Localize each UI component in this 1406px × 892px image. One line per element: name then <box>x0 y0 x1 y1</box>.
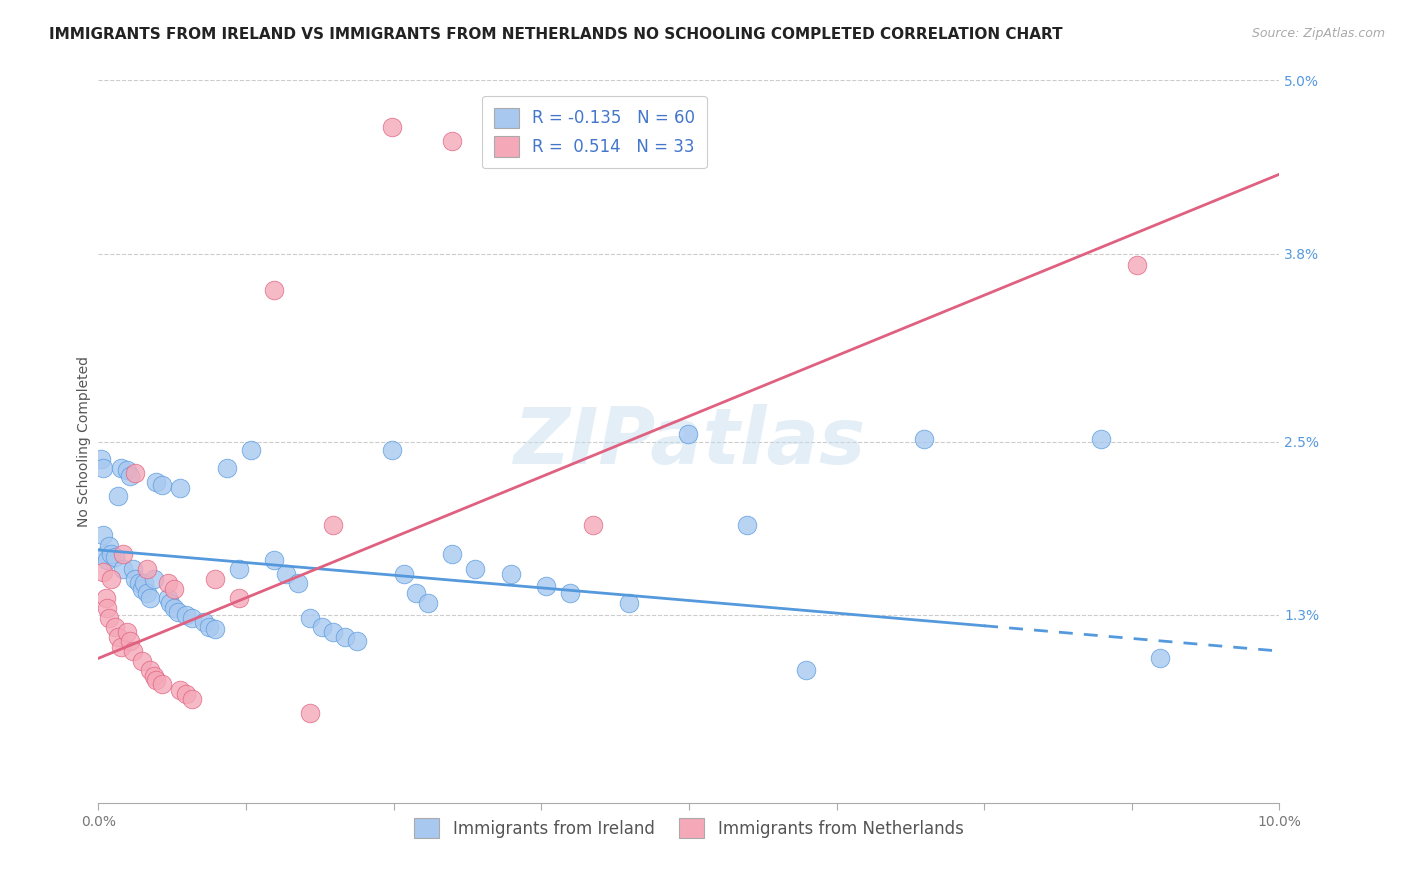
Point <box>91 528 114 542</box>
Point <box>912 432 935 446</box>
Point <box>107 490 129 504</box>
Point <box>204 623 226 637</box>
Point <box>157 576 180 591</box>
Point <box>135 586 157 600</box>
Point <box>322 625 344 640</box>
Point <box>145 673 167 687</box>
Text: ZIPatlas: ZIPatlas <box>513 403 865 480</box>
Point <box>91 460 114 475</box>
Point <box>112 547 135 561</box>
Point <box>311 619 333 633</box>
Point <box>110 640 132 654</box>
Point <box>124 467 146 481</box>
Point <box>121 562 143 576</box>
Point <box>91 565 114 579</box>
Point <box>405 586 427 600</box>
Point <box>239 443 262 458</box>
Point <box>335 630 357 644</box>
Point <box>124 572 146 586</box>
Point <box>381 443 404 458</box>
Point <box>115 625 138 640</box>
Point <box>145 475 167 489</box>
Point <box>110 460 132 475</box>
Point <box>100 547 122 561</box>
Point <box>794 663 817 677</box>
Point <box>98 539 121 553</box>
Point <box>263 553 285 567</box>
Point <box>1090 432 1112 446</box>
Point <box>169 683 191 698</box>
Point <box>582 518 605 533</box>
Point <box>163 600 186 615</box>
Point <box>135 562 157 576</box>
Point <box>139 591 162 605</box>
Point <box>499 567 522 582</box>
Point <box>104 619 127 633</box>
Point <box>159 596 181 610</box>
Point <box>115 463 138 477</box>
Point <box>298 706 321 721</box>
Point <box>174 607 197 622</box>
Point <box>228 591 250 605</box>
Point <box>104 550 127 565</box>
Point <box>134 576 156 591</box>
Point <box>131 582 153 596</box>
Point <box>169 481 191 495</box>
Point <box>180 691 202 706</box>
Point <box>142 668 165 682</box>
Point <box>287 576 309 591</box>
Point <box>1149 651 1171 665</box>
Point <box>112 562 135 576</box>
Legend: Immigrants from Ireland, Immigrants from Netherlands: Immigrants from Ireland, Immigrants from… <box>408 812 970 845</box>
Point <box>96 553 118 567</box>
Point <box>139 663 162 677</box>
Point <box>120 634 142 648</box>
Point <box>193 615 215 630</box>
Point <box>298 611 321 625</box>
Point <box>198 619 221 633</box>
Point <box>121 644 143 658</box>
Point <box>96 600 118 615</box>
Point <box>440 134 463 148</box>
Point <box>128 576 150 591</box>
Point <box>90 451 112 466</box>
Text: Source: ZipAtlas.com: Source: ZipAtlas.com <box>1251 27 1385 40</box>
Point <box>394 567 416 582</box>
Point <box>440 547 463 561</box>
Point <box>381 120 404 134</box>
Point <box>157 591 180 605</box>
Point <box>94 591 117 605</box>
Point <box>617 596 640 610</box>
Point <box>346 634 368 648</box>
Point <box>276 567 298 582</box>
Point <box>131 654 153 668</box>
Point <box>204 572 226 586</box>
Point <box>464 562 486 576</box>
Point <box>558 586 581 600</box>
Point <box>174 687 197 701</box>
Point <box>150 677 173 691</box>
Point <box>416 596 439 610</box>
Point <box>98 611 121 625</box>
Point <box>163 582 186 596</box>
Point <box>228 562 250 576</box>
Point <box>1125 258 1147 272</box>
Y-axis label: No Schooling Completed: No Schooling Completed <box>77 356 91 527</box>
Point <box>322 518 344 533</box>
Point <box>150 478 173 492</box>
Text: IMMIGRANTS FROM IRELAND VS IMMIGRANTS FROM NETHERLANDS NO SCHOOLING COMPLETED CO: IMMIGRANTS FROM IRELAND VS IMMIGRANTS FR… <box>49 27 1063 42</box>
Point <box>94 547 117 561</box>
Point <box>180 611 202 625</box>
Point <box>166 605 188 619</box>
Point <box>217 460 239 475</box>
Point <box>120 469 142 483</box>
Point <box>107 630 129 644</box>
Point <box>676 427 699 442</box>
Point <box>534 579 557 593</box>
Point <box>100 572 122 586</box>
Point <box>142 572 165 586</box>
Point <box>735 518 758 533</box>
Point <box>263 283 285 297</box>
